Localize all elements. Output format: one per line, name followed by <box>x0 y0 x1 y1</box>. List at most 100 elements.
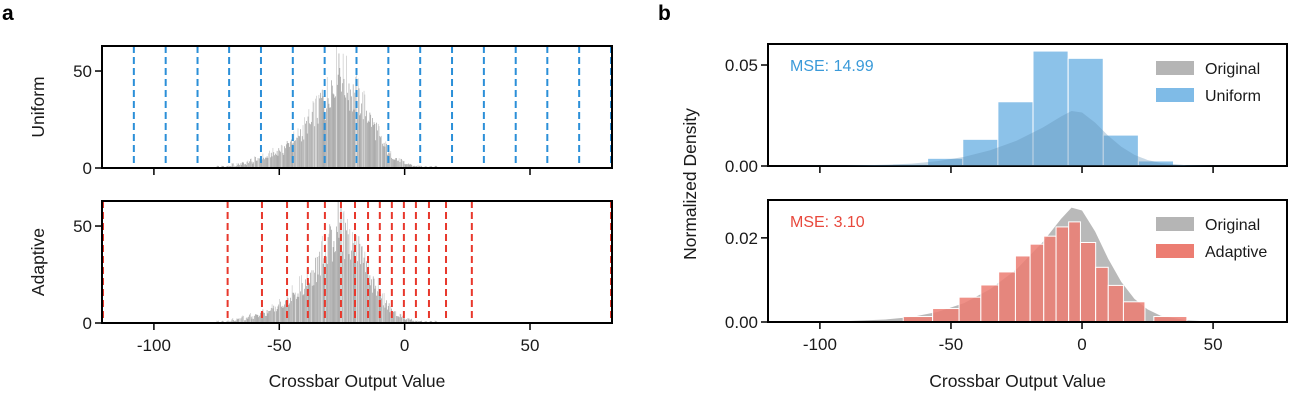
histogram-bar <box>360 264 362 323</box>
histogram-bar <box>382 293 383 323</box>
histogram-bar <box>387 305 389 323</box>
histogram-bar <box>331 80 332 168</box>
x-tick-label: 50 <box>1204 335 1223 354</box>
histogram-bar <box>295 140 296 168</box>
histogram-bar <box>372 117 373 168</box>
original-density-area <box>767 111 1287 166</box>
quantized-bar <box>932 308 960 323</box>
histogram-bar <box>351 232 353 323</box>
histogram-bar <box>405 320 407 323</box>
histogram-bar <box>369 112 371 168</box>
histogram-bar <box>385 141 387 168</box>
uniform-histogram-panel: 0 50 Uniform <box>28 45 613 178</box>
histogram-bar <box>321 241 322 323</box>
histogram-bar <box>333 241 335 323</box>
histogram-bar <box>276 309 278 323</box>
x-ticks: -100 -50 0 50 <box>137 323 539 355</box>
histogram-bar <box>228 320 229 323</box>
legend-label-adaptive: Adaptive <box>1205 244 1267 261</box>
histogram-bar <box>288 143 290 168</box>
histogram-bar <box>313 285 315 323</box>
legend-swatch-original <box>1156 61 1194 75</box>
histogram-bar <box>324 115 326 168</box>
histogram-bar <box>348 254 350 323</box>
histogram-bar <box>295 292 296 323</box>
histogram-bar <box>279 298 280 323</box>
histogram-bar <box>362 119 364 168</box>
axes-frame <box>767 199 1288 323</box>
histogram-bar <box>404 163 406 168</box>
histogram-bar <box>345 222 346 323</box>
histogram-bar <box>274 155 275 168</box>
histogram-bar <box>397 316 399 323</box>
histogram-bar <box>402 315 403 323</box>
histogram-bar <box>342 212 344 323</box>
histogram-bar <box>338 53 340 168</box>
histogram-bar <box>254 315 255 323</box>
histogram-bar <box>298 296 300 323</box>
y-tick-label: 0 <box>83 159 92 178</box>
histogram-bar <box>290 297 291 323</box>
histogram-bar <box>390 151 392 168</box>
histogram-bar <box>303 294 305 323</box>
histogram-bar <box>275 311 277 323</box>
histogram-bar <box>353 109 355 168</box>
quantized-bar <box>1014 255 1031 323</box>
histogram-bar <box>310 124 311 168</box>
histogram-bar <box>253 318 255 323</box>
quantized-bar <box>1043 235 1057 323</box>
histogram-bar <box>312 270 314 323</box>
histogram-bar <box>396 158 397 168</box>
histogram-bar <box>217 165 219 168</box>
histogram-bar <box>381 135 382 168</box>
histogram-bar <box>279 150 280 168</box>
quantized-bar <box>1122 301 1146 323</box>
histogram-bar <box>262 153 264 168</box>
histogram-bar <box>397 316 398 323</box>
histogram-bar <box>277 306 279 323</box>
histogram-bar <box>286 293 288 323</box>
histogram-bar <box>410 319 412 323</box>
histogram-bar <box>420 165 422 168</box>
adaptive-density-panel: -100 -50 0 50 0.00 0.02 MSE: 3.10 Original A… <box>725 199 1288 391</box>
histogram-bar <box>300 291 301 323</box>
histogram-bar <box>418 165 419 168</box>
y-ticks: 0 50 <box>73 62 102 178</box>
histogram-bar <box>259 315 260 323</box>
histogram-bar <box>287 143 289 168</box>
histogram-bar <box>314 272 316 323</box>
histogram-bar <box>341 251 343 323</box>
histogram-bar <box>266 156 268 168</box>
histogram-bar <box>322 263 324 323</box>
histogram-bar <box>381 298 382 323</box>
histogram-bar <box>243 316 245 323</box>
histogram-bar <box>394 311 396 323</box>
histogram-bar <box>315 257 316 323</box>
histogram-bar <box>289 146 290 168</box>
histogram-bar <box>268 311 270 323</box>
histogram-bar <box>259 158 260 168</box>
legend-label-original: Original <box>1205 217 1260 234</box>
histogram-bar <box>285 144 287 168</box>
panel-letter-b: b <box>658 2 671 25</box>
histogram-bar <box>264 312 265 323</box>
histogram-bar <box>236 318 238 323</box>
histogram-bar <box>233 320 234 323</box>
histogram-bar <box>321 235 323 323</box>
histogram-bars <box>216 46 438 169</box>
histogram-bar <box>406 319 407 323</box>
histogram-bar <box>272 147 274 168</box>
histogram-bar <box>417 320 418 323</box>
quantized-bar <box>1102 134 1139 167</box>
histogram-bar <box>249 161 250 168</box>
histogram-bar <box>366 110 367 168</box>
histogram-bar <box>233 163 234 168</box>
histogram-bar <box>404 319 406 323</box>
axes-frame <box>101 200 613 324</box>
histogram-bar <box>253 162 255 168</box>
histogram-bar <box>234 320 235 323</box>
histogram-bar <box>254 156 255 168</box>
histogram-bar <box>284 304 285 323</box>
histogram-bar <box>328 103 330 168</box>
histogram-bar <box>363 90 365 168</box>
